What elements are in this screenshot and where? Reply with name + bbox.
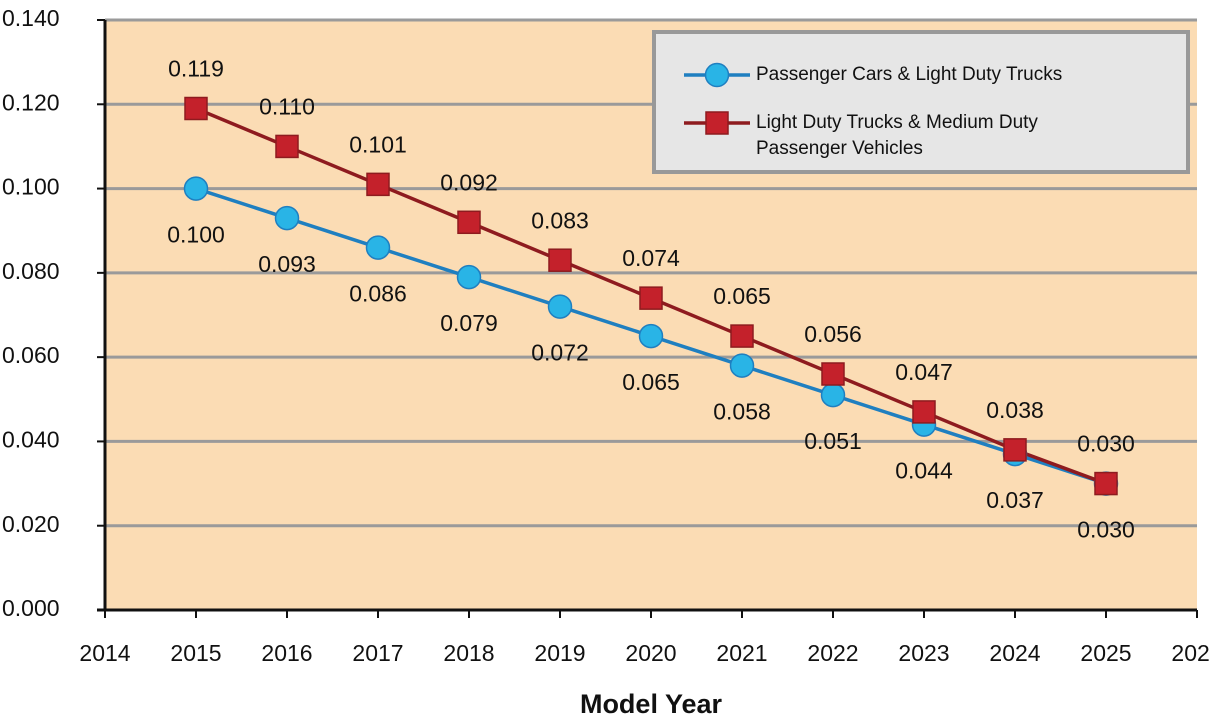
data-label: 0.079 [440,310,498,336]
data-label: 0.030 [1077,431,1135,457]
data-label: 0.100 [167,222,225,248]
y-tick-label: 0.040 [2,427,60,453]
x-tick-label: 2014 [79,640,130,666]
marker [366,172,390,197]
marker [548,248,572,272]
legend-label: Light Duty Trucks & Medium Duty Passenge… [756,112,1038,159]
x-axis-title: Model Year [580,689,723,719]
marker [912,400,936,424]
legend-marker [705,111,729,135]
data-label: 0.065 [622,369,680,395]
data-label: 0.119 [168,56,224,82]
y-tick-label: 0.100 [2,174,60,200]
marker [639,286,663,310]
data-label: 0.074 [622,245,680,271]
y-tick-label: 0.060 [2,342,60,368]
marker [1003,438,1027,462]
y-tick-label: 0.000 [2,595,60,621]
x-tick-label: 2018 [443,640,494,666]
marker [274,205,300,231]
data-label: 0.056 [804,321,862,347]
data-label: 0.101 [349,131,407,157]
legend-marker [704,62,730,88]
x-tick-label: 2023 [898,640,949,666]
legend-label: Passenger Cars & Light Duty Trucks [756,64,1063,85]
data-label: 0.044 [895,458,953,484]
x-tick-label: 2017 [352,640,403,666]
marker [184,96,208,121]
marker [275,134,299,159]
y-tick-label: 0.120 [2,89,60,115]
data-label: 0.030 [1077,517,1135,543]
x-tick-label: 2015 [170,640,221,666]
legend-item: Light Duty Trucks & Medium Duty Passenge… [656,110,1126,162]
x-tick-label: 2022 [807,640,858,666]
marker [547,294,573,319]
x-tick-label: 2020 [625,640,676,666]
data-label: 0.037 [986,487,1044,513]
marker [1094,471,1118,496]
x-tick-label: 2019 [534,640,585,666]
legend-swatch [684,111,750,135]
marker [365,235,391,260]
y-tick-label: 0.140 [2,5,60,31]
data-label: 0.038 [986,397,1044,423]
data-label: 0.092 [440,169,498,195]
data-label: 0.072 [531,340,589,366]
data-label: 0.093 [258,251,316,277]
x-tick-label: 2021 [716,640,767,666]
legend-item: Passenger Cars & Light Duty Trucks [656,62,1156,88]
data-label: 0.086 [349,281,407,307]
x-tick-label: 2025 [1080,640,1131,666]
marker [821,362,845,386]
x-tick-label: 2024 [989,640,1040,666]
marker [820,382,846,408]
data-label: 0.065 [713,283,771,309]
data-label: 0.110 [259,94,315,120]
y-tick-label: 0.020 [2,511,60,537]
x-tick-label: 2026 [1171,640,1210,666]
marker [457,210,481,235]
marker [456,264,482,290]
marker [183,176,209,201]
data-label: 0.051 [804,428,862,454]
data-label: 0.047 [895,359,953,385]
marker [730,324,754,348]
legend-swatch [684,62,750,88]
marker [638,323,664,349]
data-label: 0.058 [713,399,771,425]
x-tick-label: 2016 [261,640,312,666]
marker [729,353,755,378]
y-tick-label: 0.080 [2,258,60,284]
legend: Passenger Cars & Light Duty Trucks Light … [652,30,1190,174]
data-label: 0.083 [531,207,589,233]
